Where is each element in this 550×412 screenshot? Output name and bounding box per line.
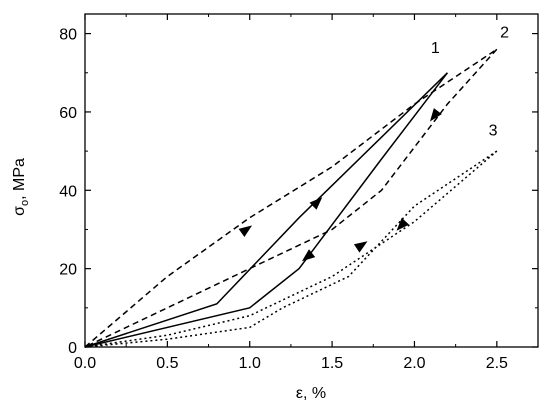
y-tick-label: 60 <box>59 105 77 122</box>
arrow-curve-2-down <box>429 108 442 122</box>
y-axis-title-symbol: σ <box>11 206 28 216</box>
x-tick-label: 2.5 <box>486 355 508 372</box>
curve-label-3: 3 <box>489 122 498 139</box>
y-axis-title-subscript: o <box>19 200 31 206</box>
x-axis: 0.0 0.5 1.0 1.5 2.0 2.5 <box>74 14 508 372</box>
curves <box>84 48 498 348</box>
y-tick-label: 20 <box>59 262 77 279</box>
y-tick-label: 80 <box>59 27 77 44</box>
arrow-curve-1-up <box>309 197 323 210</box>
curve-1-unloading <box>84 72 448 348</box>
curve-label-2: 2 <box>500 25 509 42</box>
y-axis-title-unit: , MPa <box>11 158 28 200</box>
x-tick-label: 1.5 <box>321 355 343 372</box>
arrow-curve-1-down <box>301 249 316 262</box>
curve-labels: 1 2 3 <box>431 25 509 140</box>
y-axis: 0 20 40 60 80 <box>59 27 538 357</box>
arrow-curve-3-up <box>353 241 368 253</box>
plot-border <box>84 13 539 348</box>
arrow-curve-3-down <box>396 217 410 231</box>
arrow-curve-2-up <box>238 225 253 238</box>
curve-2-unloading <box>84 48 498 348</box>
y-axis-title: σo, MPa <box>11 158 31 216</box>
x-tick-label: 0.5 <box>156 355 178 372</box>
curve-1-loading <box>84 72 448 348</box>
y-tick-label: 40 <box>59 183 77 200</box>
x-tick-label: 1.0 <box>239 355 261 372</box>
x-tick-label: 2.0 <box>403 355 425 372</box>
curve-2-loading <box>84 48 498 348</box>
curve-3-loading <box>84 150 498 348</box>
plot-frame <box>84 13 539 348</box>
direction-arrows <box>238 108 442 262</box>
x-axis-title: ε, % <box>296 385 326 402</box>
curve-label-1: 1 <box>431 40 440 57</box>
y-tick-label: 0 <box>68 340 77 357</box>
x-tick-label: 0.0 <box>74 355 96 372</box>
